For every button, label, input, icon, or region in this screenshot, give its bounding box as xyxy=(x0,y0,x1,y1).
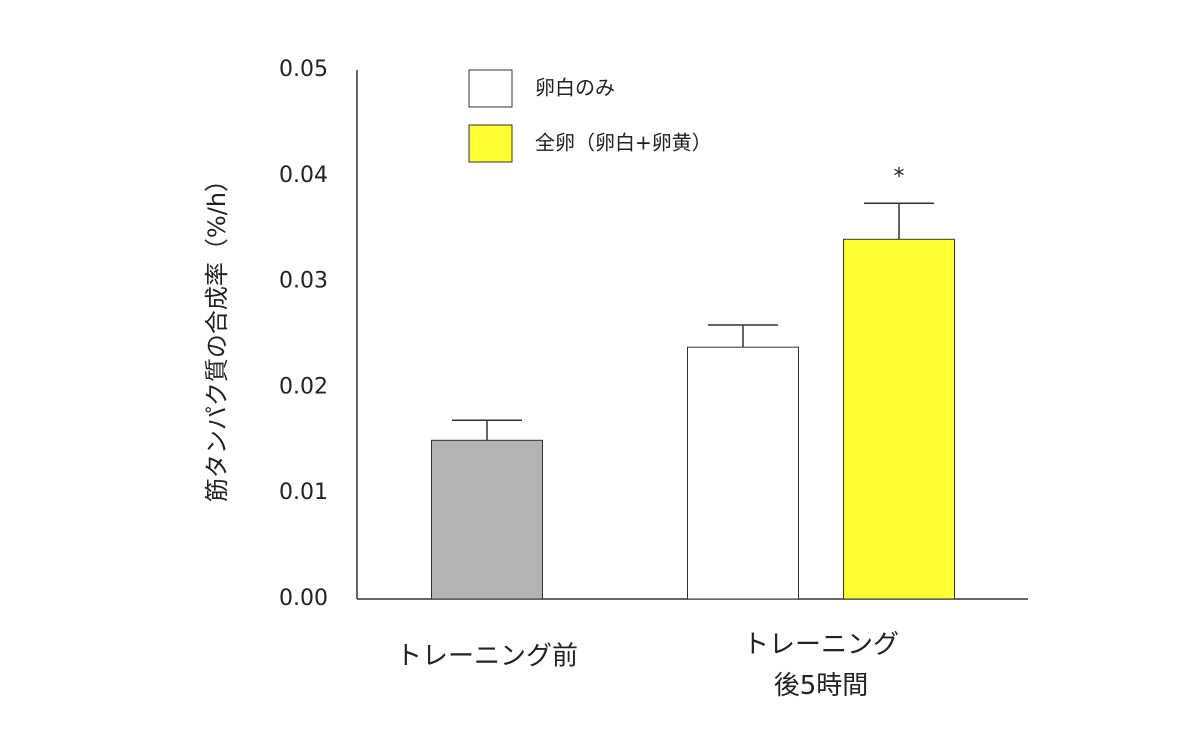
y-axis-label: 筋タンパク質の合成率（%/h） xyxy=(203,168,231,502)
bar xyxy=(687,346,799,600)
y-tick-label: 0.05 xyxy=(279,57,328,82)
bar xyxy=(843,238,955,600)
y-tick-label: 0.00 xyxy=(279,586,328,611)
bar xyxy=(431,439,543,600)
legend-swatch xyxy=(468,124,513,163)
y-tick-label: 0.03 xyxy=(279,269,328,294)
legend-label: 全卵（卵白+卵黄） xyxy=(535,131,712,155)
significance-mark: * xyxy=(894,164,905,189)
x-tick-label: トレーニング前 xyxy=(396,642,578,672)
y-tick-label: 0.02 xyxy=(279,374,328,399)
legend-label: 卵白のみ xyxy=(535,76,615,100)
y-tick-label: 0.01 xyxy=(279,480,328,505)
x-tick-label: トレーニング後5時間 xyxy=(743,630,899,701)
y-tick-label: 0.04 xyxy=(279,163,328,188)
legend-swatch xyxy=(468,69,513,108)
